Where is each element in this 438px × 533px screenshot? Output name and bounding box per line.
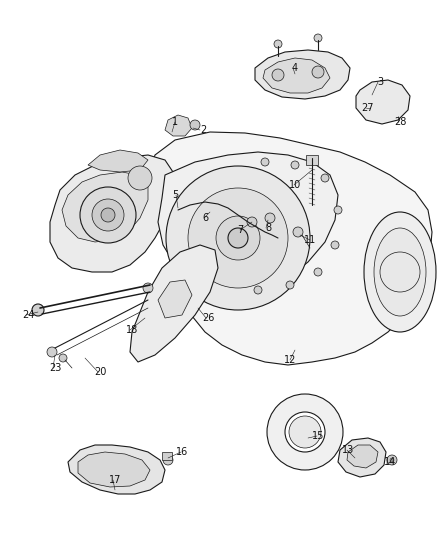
Circle shape xyxy=(334,206,342,214)
Circle shape xyxy=(47,347,57,357)
Text: 10: 10 xyxy=(289,180,301,190)
Circle shape xyxy=(285,412,325,452)
Circle shape xyxy=(163,455,173,465)
Circle shape xyxy=(32,304,44,316)
Circle shape xyxy=(190,120,200,130)
Polygon shape xyxy=(255,50,350,99)
Text: 24: 24 xyxy=(22,310,34,320)
Text: 4: 4 xyxy=(292,63,298,73)
Text: 2: 2 xyxy=(200,125,206,135)
Text: 14: 14 xyxy=(384,457,396,467)
Polygon shape xyxy=(338,438,386,477)
Polygon shape xyxy=(165,115,192,136)
Ellipse shape xyxy=(364,212,436,332)
Text: 12: 12 xyxy=(284,355,296,365)
Circle shape xyxy=(286,281,294,289)
Polygon shape xyxy=(78,452,150,487)
Text: 6: 6 xyxy=(202,213,208,223)
Text: 13: 13 xyxy=(342,445,354,455)
Circle shape xyxy=(216,216,260,260)
Circle shape xyxy=(265,213,275,223)
Text: 26: 26 xyxy=(202,313,214,323)
Circle shape xyxy=(59,354,67,362)
Polygon shape xyxy=(263,58,330,93)
Text: 7: 7 xyxy=(237,225,243,235)
Polygon shape xyxy=(158,152,338,293)
Circle shape xyxy=(143,283,153,293)
Text: 23: 23 xyxy=(49,363,61,373)
Circle shape xyxy=(314,34,322,42)
Circle shape xyxy=(247,217,257,227)
Polygon shape xyxy=(62,172,148,242)
Circle shape xyxy=(272,69,284,81)
Polygon shape xyxy=(356,80,410,124)
Circle shape xyxy=(321,174,329,182)
Text: 8: 8 xyxy=(265,223,271,233)
Circle shape xyxy=(80,187,136,243)
Circle shape xyxy=(228,228,248,248)
Text: 17: 17 xyxy=(109,475,121,485)
Circle shape xyxy=(166,166,310,310)
Circle shape xyxy=(128,166,152,190)
Circle shape xyxy=(293,227,303,237)
Text: 16: 16 xyxy=(176,447,188,457)
Circle shape xyxy=(289,416,321,448)
Text: 1: 1 xyxy=(172,117,178,127)
Text: 3: 3 xyxy=(377,77,383,87)
Text: 20: 20 xyxy=(94,367,106,377)
Circle shape xyxy=(390,458,394,462)
FancyBboxPatch shape xyxy=(162,452,172,460)
Circle shape xyxy=(291,161,299,169)
Circle shape xyxy=(188,188,288,288)
Polygon shape xyxy=(50,155,175,272)
Circle shape xyxy=(274,40,282,48)
Text: 11: 11 xyxy=(304,235,316,245)
Circle shape xyxy=(314,268,322,276)
Circle shape xyxy=(261,158,269,166)
Circle shape xyxy=(101,208,115,222)
Circle shape xyxy=(331,241,339,249)
Text: 18: 18 xyxy=(126,325,138,335)
Text: 15: 15 xyxy=(312,431,324,441)
Circle shape xyxy=(387,455,397,465)
Polygon shape xyxy=(148,132,432,365)
Circle shape xyxy=(254,286,262,294)
Circle shape xyxy=(92,199,124,231)
Ellipse shape xyxy=(374,228,426,316)
FancyBboxPatch shape xyxy=(306,155,318,165)
Polygon shape xyxy=(88,150,148,172)
Circle shape xyxy=(312,66,324,78)
Text: 27: 27 xyxy=(362,103,374,113)
Text: 28: 28 xyxy=(394,117,406,127)
Text: 5: 5 xyxy=(172,190,178,200)
Polygon shape xyxy=(130,245,218,362)
Polygon shape xyxy=(347,445,378,468)
Polygon shape xyxy=(158,280,192,318)
Polygon shape xyxy=(68,445,165,494)
Circle shape xyxy=(267,394,343,470)
